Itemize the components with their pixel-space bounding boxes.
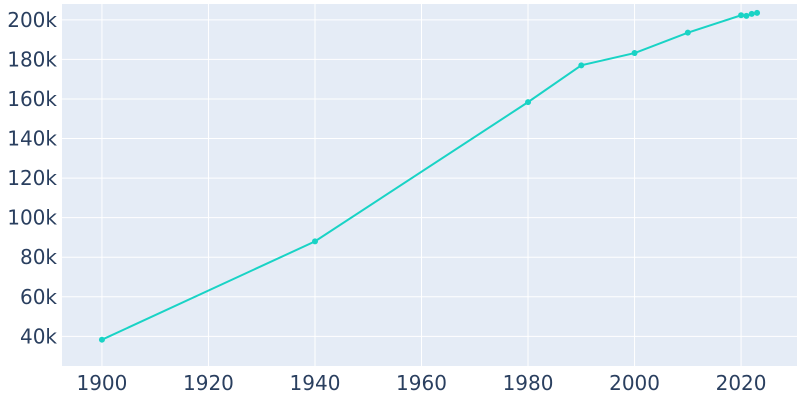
x-tick-label: 1940 xyxy=(290,371,341,395)
y-tick-label: 200k xyxy=(7,8,57,32)
y-tick-label: 60k xyxy=(20,285,57,309)
x-tick-label: 1960 xyxy=(396,371,447,395)
x-tick-label: 2000 xyxy=(609,371,660,395)
y-tick-label: 180k xyxy=(7,47,57,71)
data-point xyxy=(684,29,691,36)
y-tick-label: 160k xyxy=(7,87,57,111)
grid-lines xyxy=(62,4,797,366)
y-tick-label: 40k xyxy=(20,324,57,348)
data-point xyxy=(743,12,750,19)
data-point xyxy=(525,99,532,106)
data-point xyxy=(98,336,105,343)
plot-area xyxy=(62,4,797,366)
y-tick-label: 100k xyxy=(7,206,57,230)
y-tick-label: 140k xyxy=(7,127,57,151)
series-group xyxy=(98,9,761,343)
data-point xyxy=(578,62,585,69)
data-point xyxy=(748,10,755,17)
data-point xyxy=(311,238,318,245)
data-point xyxy=(631,50,638,57)
y-tick-label: 120k xyxy=(7,166,57,190)
x-tick-label: 2020 xyxy=(716,371,767,395)
x-axis-ticks: 1900 1920 1940 1960 1980 2000 2020 xyxy=(76,371,766,395)
x-tick-label: 1980 xyxy=(503,371,554,395)
data-point xyxy=(754,9,761,16)
x-tick-label: 1900 xyxy=(76,371,127,395)
y-tick-label: 80k xyxy=(20,245,57,269)
x-tick-label: 1920 xyxy=(183,371,234,395)
y-axis-ticks: 40k 60k 80k 100k 120k 140k 160k 180k 200k xyxy=(7,8,57,349)
data-point xyxy=(738,12,745,19)
